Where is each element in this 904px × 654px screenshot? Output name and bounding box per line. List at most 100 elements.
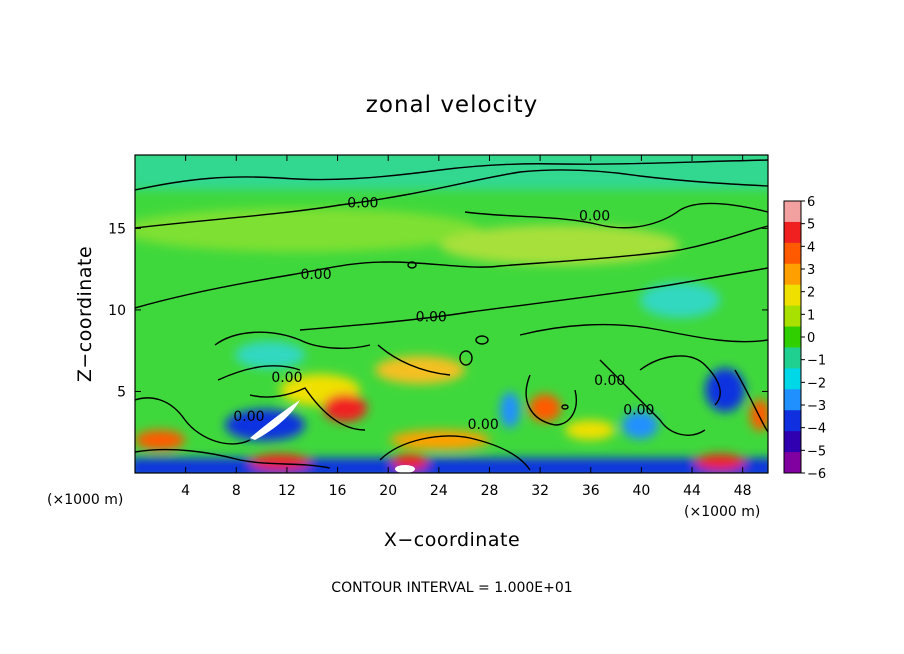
colorbar-label: −5 [807,444,826,459]
contour-ring [561,404,569,410]
colorbar-label: −3 [807,399,826,414]
y-tick-layer: 5 10 15 [108,221,768,400]
colorbar-swatch [784,368,801,390]
contour-line [299,267,768,331]
contour-label-text: 0.00 [300,267,331,283]
colorbar-label: 0 [807,331,815,346]
contour-line [519,323,768,343]
x-tick-label: 40 [632,483,650,499]
contour-line [525,374,577,426]
colorbar-label: 1 [807,308,815,323]
x-tick-label: 44 [683,483,701,499]
y-tick-label: 5 [117,384,126,400]
field-blob [375,356,465,384]
x-tick-label: 32 [531,483,549,499]
x-tick-label: 20 [379,483,397,499]
contour-label: 0.00 [347,195,378,211]
colorbar-swatch [784,221,801,244]
contour-line [214,331,371,349]
contour-line [379,435,531,471]
field-blob [135,458,768,473]
x-axis-title: X−coordinate [384,529,520,551]
colorbar-swatch [784,263,801,286]
field-blob [323,394,367,422]
colorbar-swatch [784,284,801,307]
contour-line [249,387,366,431]
colorbar-label: 2 [807,286,815,301]
contour-line [135,159,768,191]
contour-label-text: 0.00 [623,402,654,418]
y-tick-label: 15 [108,221,126,237]
field-blob [135,208,480,252]
colorbar-swatch [784,201,801,223]
x-tick-layer: 4 8 12 16 20 24 28 32 36 40 44 48 [181,155,752,499]
field-blob [695,454,745,470]
colorbar-label: −4 [807,422,826,437]
colorbar-label: −1 [807,354,826,369]
field-blob [250,454,310,470]
colorbar: 6 5 4 3 2 1 0 −1 −2 −3 −4 −5 −6 [783,195,826,482]
x-tick-label: 36 [582,483,600,499]
heatmap-field: 0.00 0.00 0.00 0.00 0.00 0.00 0.00 0.00 0.00 [135,155,768,473]
contour-label-text: 0.00 [347,195,378,211]
contour-label: 0.00 [594,373,625,389]
contour-label-text: 0.00 [271,370,302,386]
field-blob [135,430,185,450]
contour-line [639,355,721,406]
colorbar-swatch [784,452,801,474]
colorbar-swatch [784,389,801,411]
x-tick-label: 16 [329,483,347,499]
colorbar-label: −6 [807,467,826,482]
colorbar-swatch [784,242,801,265]
field-blob [440,225,680,265]
contour-line [599,359,706,436]
chart-title: zonal velocity [366,92,538,118]
colorbar-label: 3 [807,263,815,278]
field-blob [529,394,561,422]
contour-line [135,448,331,469]
colorbar-swatch [784,347,801,369]
field-peak [395,465,415,473]
contour-lines [135,159,768,471]
contour-label-text: 0.00 [233,409,264,425]
contour-line [217,365,301,381]
colorbar-label: 5 [807,218,815,233]
colorbar-swatch [784,431,801,453]
field-blobs [135,155,768,473]
contour-ring [459,350,473,366]
y-axis-title: Z−coordinate [74,246,96,382]
contour-label-layer: 0.00 0.00 0.00 0.00 0.00 0.00 0.00 0.00 0.00 [233,195,654,433]
x-tick-label: 28 [481,483,499,499]
contour-label: 0.00 [300,267,331,283]
contour-label-text: 0.00 [594,373,625,389]
field-blob [622,411,658,439]
field-peak [250,400,300,440]
contour-label: 0.00 [416,309,447,325]
contour-label: 0.00 [468,417,499,433]
contour-label: 0.00 [233,409,264,425]
colorbar-swatch [784,410,801,432]
colorbar-label: 6 [807,195,815,210]
field-blob [500,392,520,428]
contour-label-text: 0.00 [416,309,447,325]
y-tick-label: 10 [108,303,126,319]
contour-line [377,344,451,376]
field-blob [135,155,768,190]
field-blob [390,430,490,450]
colorbar-label: 4 [807,240,815,255]
x-tick-label: 12 [278,483,296,499]
colorbar-swatch [784,326,801,348]
field-blob [640,282,720,318]
x-tick-label: 8 [232,483,241,499]
field-blob [565,420,615,440]
contour-label-text: 0.00 [468,417,499,433]
plot-frame [134,154,769,474]
contour-line [135,169,768,229]
x-tick-label: 48 [734,483,752,499]
colorbar-label: −2 [807,376,826,391]
x-tick-label: 4 [181,483,190,499]
contour-ring [475,335,489,345]
contour-label: 0.00 [579,208,610,224]
colorbar-swatch [784,305,801,328]
